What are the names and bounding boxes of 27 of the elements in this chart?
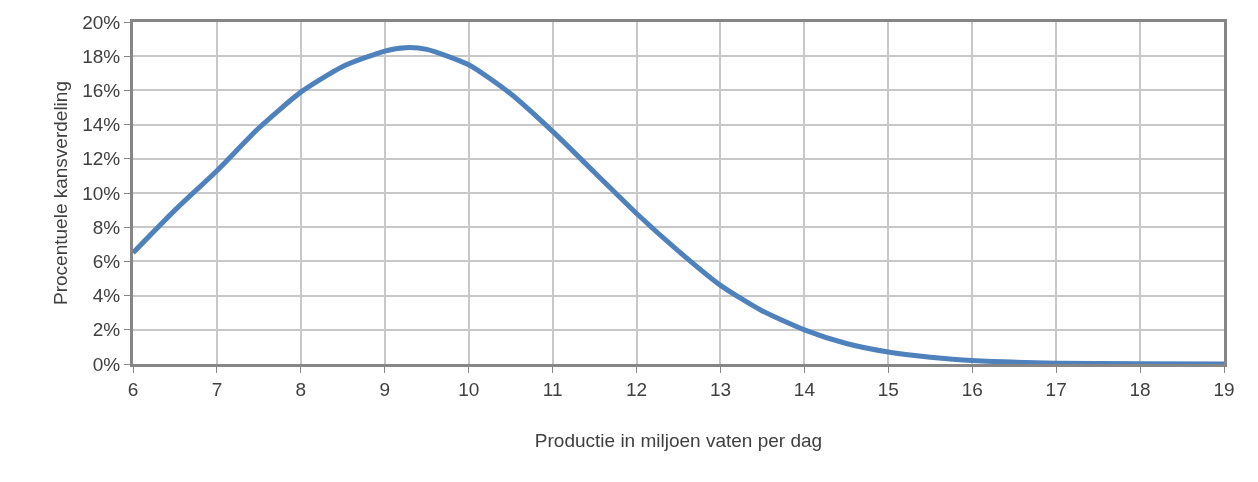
y-tick-label: 4% — [92, 285, 121, 307]
x-axis-title: Productie in miljoen vaten per dag — [534, 429, 823, 451]
x-tick-label: 19 — [1213, 378, 1235, 400]
x-tick-label: 12 — [625, 378, 648, 400]
x-tick-label: 16 — [961, 378, 983, 400]
y-tick-label: 0% — [92, 353, 121, 375]
y-tick-label: 8% — [92, 216, 121, 238]
x-tick-label: 9 — [379, 378, 391, 400]
x-tick-label: 7 — [211, 378, 223, 400]
x-tick-label: 18 — [1129, 378, 1151, 400]
y-tick-label: 14% — [82, 114, 121, 136]
y-tick-label: 18% — [82, 45, 121, 67]
x-tick-label: 8 — [295, 378, 307, 400]
y-tick-label: 12% — [82, 148, 121, 170]
x-tick-label: 15 — [877, 378, 899, 400]
x-tick-label: 17 — [1045, 378, 1067, 400]
x-tick-label: 6 — [127, 378, 139, 400]
y-tick-label: 20% — [82, 11, 121, 33]
y-tick-label: 2% — [92, 319, 121, 341]
x-tick-label: 14 — [793, 378, 816, 400]
x-tick-label: 10 — [458, 378, 480, 400]
y-tick-label: 6% — [92, 251, 121, 273]
y-axis-title: Procentuele kansverdeling — [50, 81, 72, 305]
y-tick-label: 10% — [82, 182, 121, 204]
y-tick-label: 16% — [82, 80, 121, 102]
x-tick-label: 11 — [542, 378, 563, 400]
x-tick-label: 13 — [709, 378, 732, 400]
